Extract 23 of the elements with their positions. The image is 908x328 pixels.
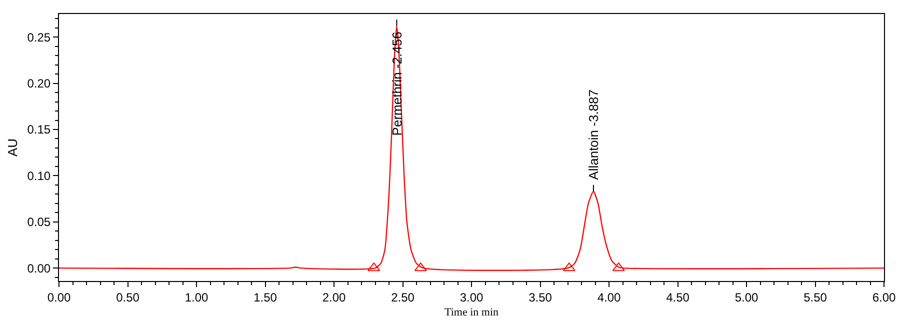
x-tick-label: 6.00: [872, 290, 896, 304]
annotation: Allantoin -3.887: [586, 89, 602, 180]
x-tick-label: 1.50: [254, 290, 278, 304]
x-tick-label: 0.50: [116, 290, 140, 304]
y-tick-label: 0.15: [27, 122, 51, 137]
x-tick-label: 5.50: [804, 290, 828, 304]
x-tick-label: 3.50: [528, 290, 552, 304]
x-tick-label: 0.00: [47, 290, 71, 304]
x-tick-label: 3.00: [460, 290, 484, 304]
y-tick-label: 0.20: [27, 76, 51, 90]
x-tick-label: 4.50: [666, 290, 690, 304]
y-axis-title: AU: [5, 138, 20, 157]
y-tick-label: 0.25: [27, 30, 51, 44]
x-tick-label: 5.00: [734, 290, 758, 304]
x-axis-title: Time in min: [444, 306, 499, 319]
x-tick-label: 1.00: [184, 290, 208, 304]
x-tick-label: 4.00: [597, 290, 621, 304]
y-tick-label: 0.10: [27, 168, 51, 183]
annotation: Permethrin -2.456: [390, 32, 405, 136]
y-tick-label: 0.00: [27, 261, 51, 276]
x-tick-label: 2.50: [391, 290, 415, 304]
y-tick-label: 0.05: [27, 215, 51, 230]
x-tick-label: 2.00: [322, 290, 346, 304]
